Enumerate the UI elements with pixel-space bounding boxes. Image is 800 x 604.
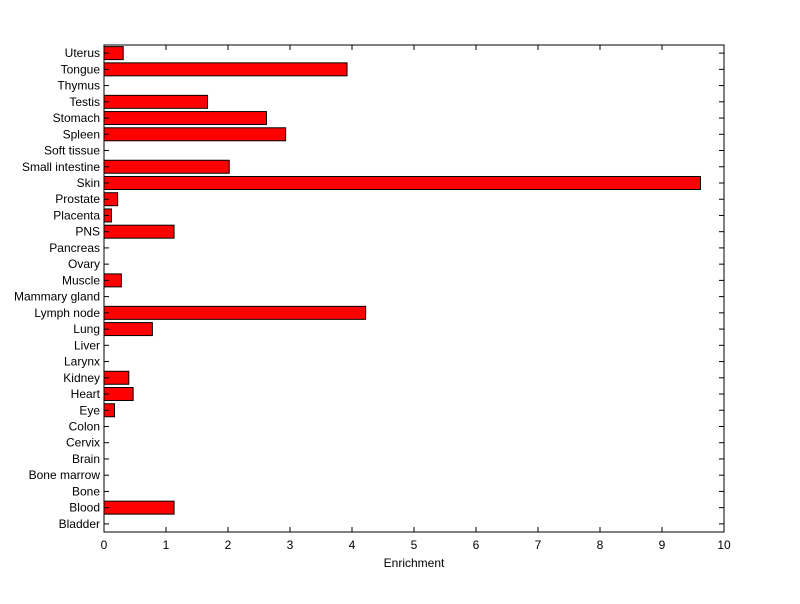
y-tick-label-stomach: Stomach	[53, 111, 100, 125]
x-axis-label: Enrichment	[384, 556, 445, 570]
ticks-layer	[103, 45, 725, 532]
y-tick-label-pancreas: Pancreas	[49, 241, 100, 255]
y-tick-label-mammary-gland: Mammary gland	[14, 290, 100, 304]
y-tick-label-thymus: Thymus	[57, 79, 100, 93]
y-tick-label-small-intestine: Small intestine	[22, 160, 100, 174]
y-tick-label-brain: Brain	[72, 452, 100, 466]
y-tick-label-larynx: Larynx	[64, 355, 100, 369]
y-tick-label-prostate: Prostate	[55, 192, 100, 206]
y-tick-label-heart: Heart	[71, 387, 101, 401]
y-tick-label-eye: Eye	[79, 403, 100, 417]
x-tick-label-10: 10	[717, 538, 731, 552]
bar-spleen	[103, 127, 287, 142]
y-tick-label-uterus: Uterus	[65, 46, 100, 60]
bar-testis	[103, 94, 209, 109]
y-tick-label-colon: Colon	[69, 419, 100, 433]
bar-lung	[103, 322, 153, 337]
y-tick-label-lung: Lung	[73, 322, 100, 336]
x-tick-label-4: 4	[349, 538, 356, 552]
y-tick-label-cervix: Cervix	[66, 436, 100, 450]
y-tick-label-spleen: Spleen	[63, 127, 100, 141]
y-tick-label-lymph-node: Lymph node	[34, 306, 100, 320]
labels-layer: Bladder Blood Bone Bone marrow Brain Cervix Co…	[14, 46, 731, 552]
y-tick-label-ovary: Ovary	[68, 257, 100, 271]
bar-blood	[103, 500, 175, 515]
y-tick-label-tongue: Tongue	[61, 62, 101, 76]
bar-stomach	[103, 111, 267, 126]
plot-frame	[103, 44, 725, 533]
y-tick-label-placenta: Placenta	[53, 208, 100, 222]
bar-small-intestine	[103, 159, 230, 174]
bar-pns	[103, 224, 175, 239]
bar-tongue	[103, 62, 348, 77]
x-tick-label-2: 2	[225, 538, 232, 552]
y-tick-label-testis: Testis	[69, 95, 100, 109]
y-tick-label-soft-tissue: Soft tissue	[44, 144, 100, 158]
x-tick-label-0: 0	[101, 538, 108, 552]
x-tick-label-9: 9	[659, 538, 666, 552]
x-tick-label-3: 3	[287, 538, 294, 552]
x-tick-label-6: 6	[473, 538, 480, 552]
y-tick-label-bone-marrow: Bone marrow	[29, 468, 101, 482]
y-tick-label-bone: Bone	[72, 484, 100, 498]
y-tick-label-kidney: Kidney	[63, 371, 100, 385]
bar-skin	[103, 175, 701, 190]
y-tick-label-liver: Liver	[74, 338, 100, 352]
y-tick-label-muscle: Muscle	[62, 273, 100, 287]
x-tick-label-8: 8	[597, 538, 604, 552]
y-tick-label-blood: Blood	[69, 501, 100, 515]
y-tick-label-bladder: Bladder	[59, 517, 100, 531]
x-tick-label-7: 7	[535, 538, 542, 552]
y-tick-label-skin: Skin	[77, 176, 100, 190]
bar-lymph-node	[103, 305, 367, 320]
x-tick-label-1: 1	[163, 538, 170, 552]
y-tick-label-pns: PNS	[75, 225, 100, 239]
bars-layer	[103, 46, 701, 515]
x-tick-label-5: 5	[411, 538, 418, 552]
